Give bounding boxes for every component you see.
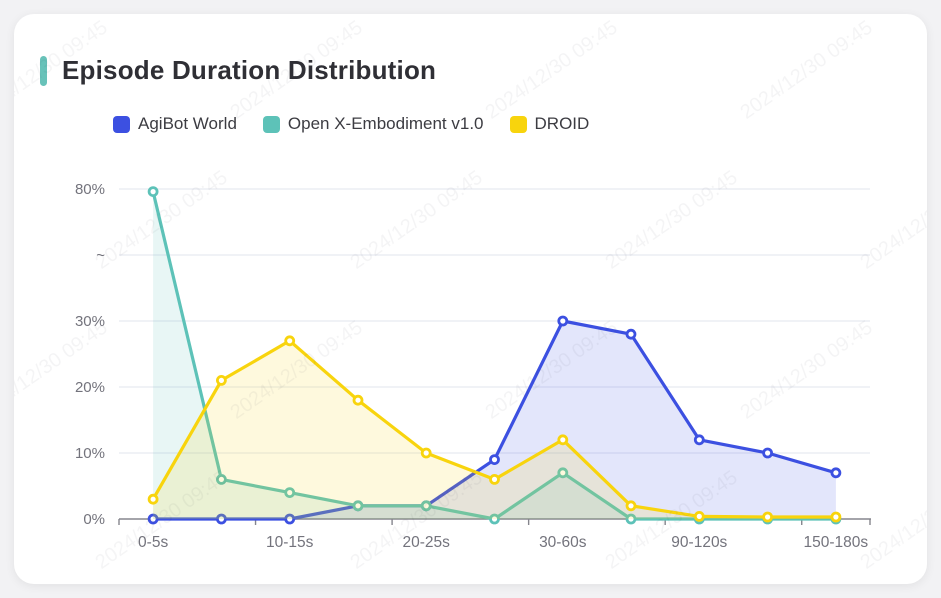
data-point-droid [557, 434, 569, 446]
data-point-open-x-embodiment-v1-0 [625, 513, 637, 525]
data-point-agibot-world [489, 454, 500, 466]
data-point-droid [352, 394, 364, 406]
data-point-agibot-world [693, 434, 705, 446]
legend-item-droid[interactable]: DROID [509, 114, 590, 134]
data-point-agibot-world [215, 513, 227, 525]
data-point-droid [420, 447, 432, 459]
data-point-droid [693, 510, 705, 522]
data-point-droid [147, 493, 159, 505]
series-area-agibot-world [153, 321, 836, 519]
series-area-droid [153, 340, 836, 519]
data-point-open-x-embodiment-v1-0 [147, 186, 159, 198]
y-axis-label: 0% [83, 511, 105, 528]
y-axis-label: 80% [75, 181, 105, 198]
x-axis-label: 30-60s [539, 534, 587, 551]
legend-label: AgiBot World [138, 114, 237, 133]
series-area-open-x-embodiment-v1-0 [153, 191, 836, 519]
data-point-agibot-world [625, 328, 637, 340]
y-axis-label: 10% [75, 445, 105, 462]
data-point-open-x-embodiment-v1-0 [215, 473, 227, 485]
legend-swatch-open-x-embodiment-v1-0 [262, 115, 280, 133]
y-axis-label: 30% [75, 313, 105, 330]
data-point-open-x-embodiment-v1-0 [352, 500, 364, 512]
legend-swatch-agibot-world [113, 115, 130, 133]
legend-label: Open X-Embodiment v1.0 [287, 114, 484, 133]
data-point-droid [625, 500, 637, 512]
data-point-droid [762, 511, 773, 523]
y-axis-label: 20% [75, 379, 105, 396]
episode-duration-chart: 0% 10% 20% 30% ~80% 0-5s 10-15s 20-25s 30-60s 90-… [75, 181, 871, 551]
x-axis-label: 10-15s [266, 534, 314, 551]
chart-title: Episode Duration Distribution [62, 55, 437, 85]
chart-card: Episode Duration Distribution AgiBot Wor… [14, 14, 927, 584]
data-point-agibot-world [830, 467, 842, 479]
title-row: Episode Duration Distribution [40, 55, 436, 86]
y-axis-label: ~ [96, 247, 105, 264]
x-axis-label: 90-120s [671, 534, 727, 551]
data-point-droid [215, 374, 227, 386]
data-point-open-x-embodiment-v1-0 [420, 500, 432, 512]
legend-item-agibot-world[interactable]: AgiBot World [113, 114, 237, 134]
title-accent-bar [40, 55, 47, 86]
data-point-open-x-embodiment-v1-0 [557, 467, 569, 479]
legend-swatch-droid [509, 115, 527, 133]
x-axis-label: 0-5s [138, 534, 168, 551]
chart-legend: AgiBot World Open X-Embodiment v1.0 DROID [113, 114, 589, 134]
x-axis-label: 150-180s [804, 534, 869, 551]
x-axis-label: 20-25s [403, 534, 451, 551]
data-point-droid [489, 473, 500, 485]
data-point-agibot-world [147, 513, 159, 525]
data-point-droid [284, 335, 296, 347]
legend-label: DROID [534, 114, 590, 133]
data-point-droid [830, 511, 842, 523]
data-point-agibot-world [557, 315, 569, 327]
data-point-open-x-embodiment-v1-0 [284, 487, 296, 499]
data-point-agibot-world [284, 513, 296, 525]
data-point-agibot-world [762, 447, 773, 459]
data-point-open-x-embodiment-v1-0 [489, 513, 500, 525]
legend-item-open-x-embodiment-v1-0[interactable]: Open X-Embodiment v1.0 [262, 114, 484, 134]
